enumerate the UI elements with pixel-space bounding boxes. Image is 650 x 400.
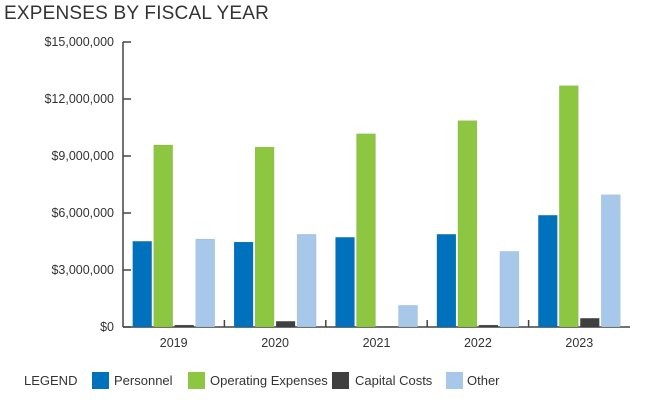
bar-capital-costs-2019 [174, 324, 194, 328]
bar-capital-costs-2022 [478, 324, 499, 328]
y-tick-label: $9,000,000 [51, 149, 114, 163]
y-tick-label: $3,000,000 [51, 263, 114, 277]
y-tick-label: $12,000,000 [44, 92, 114, 106]
y-tick-label: $15,000,000 [44, 35, 114, 49]
legend-title: LEGEND [24, 373, 78, 388]
bar-operating-expenses-2023 [559, 85, 579, 328]
x-tick-label: 2020 [261, 336, 289, 350]
legend-swatch-capital-costs [332, 372, 349, 389]
y-tick-label: $6,000,000 [51, 206, 114, 220]
x-tick-label: 2023 [565, 336, 593, 350]
bar-other-2023 [601, 194, 621, 328]
legend-swatch-operating-expenses [188, 372, 205, 389]
chart-title: EXPENSES BY FISCAL YEAR [4, 3, 270, 24]
legend-label: Operating Expenses [210, 373, 328, 388]
bar-chart: $0 $3,000,000 $6,000,000 $9,000,000 $12,000,… [44, 35, 630, 350]
bar-capital-costs-2023 [580, 318, 600, 328]
legend-label: Capital Costs [355, 373, 433, 388]
legend: LEGEND Personnel Operating Expenses Capita… [0, 372, 650, 390]
legend-label: Other [467, 373, 500, 388]
bar-other-2022 [499, 251, 520, 328]
bar-personnel-2022 [436, 234, 457, 328]
x-tick-label: 2021 [363, 336, 391, 350]
y-tick-label: $0 [100, 320, 114, 334]
bar-capital-costs-2020 [275, 321, 296, 328]
legend-swatch-personnel [92, 372, 109, 389]
bar-capital-costs-2021 [377, 326, 397, 328]
bar-operating-expenses-2019 [153, 144, 173, 328]
bar-other-2020 [296, 234, 317, 328]
bar-personnel-2019 [132, 241, 152, 328]
bar-operating-expenses-2021 [356, 133, 376, 328]
bar-operating-expenses-2020 [254, 146, 275, 328]
legend-label: Personnel [114, 373, 173, 388]
bar-other-2019 [195, 238, 215, 328]
bar-operating-expenses-2022 [457, 120, 478, 328]
x-tick-label: 2022 [464, 336, 492, 350]
bar-other-2021 [398, 305, 418, 328]
bar-personnel-2021 [335, 237, 355, 328]
bar-personnel-2020 [233, 241, 254, 328]
bar-personnel-2023 [538, 215, 558, 328]
legend-swatch-other [446, 372, 463, 389]
x-tick-label: 2019 [160, 336, 188, 350]
